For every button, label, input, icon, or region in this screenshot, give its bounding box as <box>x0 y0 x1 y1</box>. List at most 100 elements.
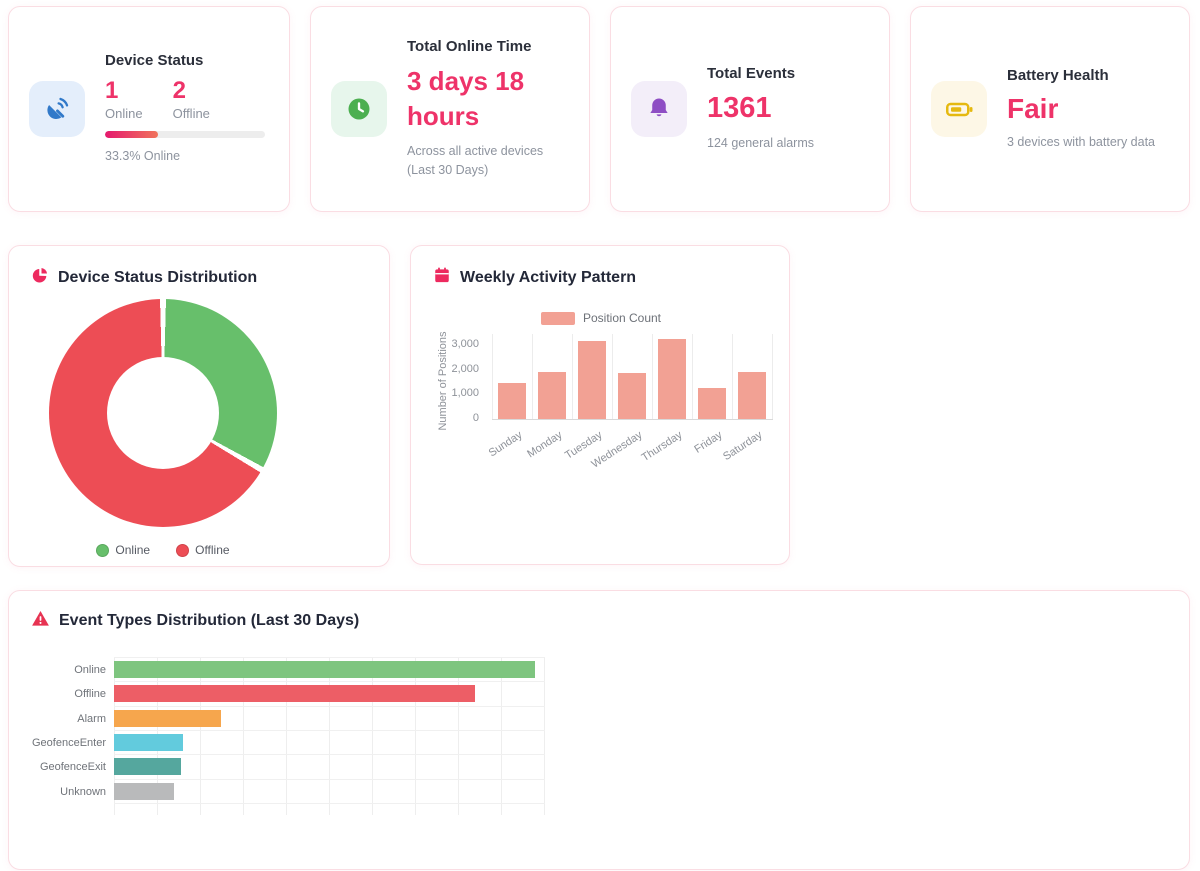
satellite-dish-icon <box>29 81 85 137</box>
bar-geofenceenter <box>114 733 183 751</box>
gridline <box>114 754 545 756</box>
battery-health-value: Fair <box>1007 92 1059 124</box>
battery-icon <box>931 81 987 137</box>
card-subtitle: 3 devices with battery data <box>1007 134 1155 149</box>
card-title: Total Online Time <box>407 38 532 56</box>
legend-item-offline[interactable]: Offline <box>176 543 230 557</box>
category-label-geofenceenter: GeofenceEnter <box>32 736 106 749</box>
gridline <box>458 657 459 815</box>
legend-swatch <box>540 311 575 325</box>
bar-tuesday <box>578 341 606 419</box>
chart-title: Weekly Activity Pattern <box>460 268 637 286</box>
total-online-time-card: Total Online Time 3 days 18 hours Across… <box>310 6 590 212</box>
category-label-offline: Offline <box>74 688 106 701</box>
event-types-card: Event Types Distribution (Last 30 Days) … <box>8 590 1190 870</box>
y-tick-label: 1,000 <box>451 387 479 400</box>
gridline <box>243 657 244 815</box>
bar-online <box>114 661 535 678</box>
x-tick-label: Tuesday <box>562 429 605 462</box>
bar-geofenceexit <box>114 758 181 776</box>
legend-label: Online <box>115 543 151 557</box>
gridline <box>114 705 545 707</box>
gridline <box>652 334 653 419</box>
gridline <box>772 334 773 419</box>
calendar-icon <box>433 266 451 289</box>
warning-icon <box>31 609 50 633</box>
gridline <box>692 334 693 419</box>
gridline <box>372 657 373 815</box>
card-subtitle: 124 general alarms <box>707 136 815 151</box>
bar-monday <box>538 372 566 419</box>
gridline <box>114 802 545 804</box>
offline-label: Offline <box>172 106 210 122</box>
gridline <box>572 334 573 419</box>
gridline <box>501 657 502 815</box>
gridline <box>114 657 545 658</box>
bar-sunday <box>498 383 526 419</box>
gridline <box>532 334 533 419</box>
legend-item-online[interactable]: Online <box>96 543 150 557</box>
x-tick-label: Monday <box>525 429 565 461</box>
card-title: Battery Health <box>1007 66 1109 84</box>
category-label-unknown: Unknown <box>60 785 106 798</box>
card-title: Total Events <box>707 65 796 83</box>
x-tick-label: Thursday <box>639 429 685 465</box>
gridline <box>544 657 545 815</box>
total-online-time-value: 3 days 18 hours <box>407 66 525 132</box>
legend-label: Position Count <box>582 311 662 325</box>
gridline <box>612 334 613 419</box>
legend-marker <box>96 543 110 557</box>
y-tick-label: 3,000 <box>451 337 479 350</box>
bar-unknown <box>114 782 174 800</box>
x-tick-label: Wednesday <box>589 429 645 471</box>
x-tick-label: Friday <box>692 429 725 456</box>
gridline <box>114 681 545 683</box>
device-status-card: Device Status 1 Online 2 Offline 33.3% O… <box>8 6 290 212</box>
event-types-bar-chart: Online Offline Alarm GeofenceEnter GeofenceE… <box>29 646 1171 871</box>
online-percent-label: 33.3% Online <box>105 149 181 164</box>
total-events-card: Total Events 1361 124 general alarms <box>610 6 890 212</box>
gridline <box>114 729 545 731</box>
bell-icon <box>631 81 687 137</box>
gridline <box>329 657 330 815</box>
bar-offline <box>114 685 475 703</box>
chart-title: Device Status Distribution <box>58 268 258 286</box>
device-status-donut-chart <box>49 299 277 527</box>
gridline <box>200 657 201 815</box>
bar-thursday <box>658 339 686 419</box>
card-subtitle: Across all active devices (Last 30 Days) <box>407 144 544 178</box>
chart-title: Event Types Distribution (Last 30 Days) <box>59 612 360 629</box>
online-progress-bar <box>105 131 265 139</box>
card-title: Device Status <box>105 51 204 69</box>
legend-label: Offline <box>195 543 230 557</box>
bar-alarm <box>114 709 221 727</box>
gridline <box>286 657 287 815</box>
bar-wednesday <box>618 373 646 419</box>
offline-count: 2 <box>172 76 186 104</box>
weekly-legend[interactable]: Position Count <box>431 311 771 325</box>
y-axis-label: Number of Positions <box>437 331 449 431</box>
total-events-value: 1361 <box>707 92 772 125</box>
battery-health-card: Battery Health Fair 3 devices with batte… <box>910 6 1190 212</box>
x-axis-line <box>492 419 773 420</box>
clock-icon <box>331 81 387 137</box>
weekly-activity-card: Weekly Activity Pattern Position Count N… <box>410 245 790 565</box>
y-tick-label: 0 <box>472 412 479 424</box>
gridline <box>732 334 733 419</box>
stat-cards-row: Device Status 1 Online 2 Offline 33.3% O… <box>8 6 1192 212</box>
online-label: Online <box>105 106 143 122</box>
category-label-online: Online <box>74 664 106 676</box>
x-tick-label: Saturday <box>721 429 765 464</box>
donut-legend: Online Offline <box>49 543 277 557</box>
online-stat: 1 Online <box>105 77 143 122</box>
online-progress-fill <box>105 131 159 139</box>
offline-stat: 2 Offline <box>172 76 210 122</box>
x-tick-label: Sunday <box>486 429 525 460</box>
donut-hole <box>107 357 219 469</box>
y-tick-label: 2,000 <box>451 362 479 375</box>
category-label-alarm: Alarm <box>77 712 106 725</box>
legend-marker <box>176 543 190 557</box>
gridline <box>415 657 416 815</box>
bar-saturday <box>738 372 766 419</box>
gridline <box>492 334 493 419</box>
